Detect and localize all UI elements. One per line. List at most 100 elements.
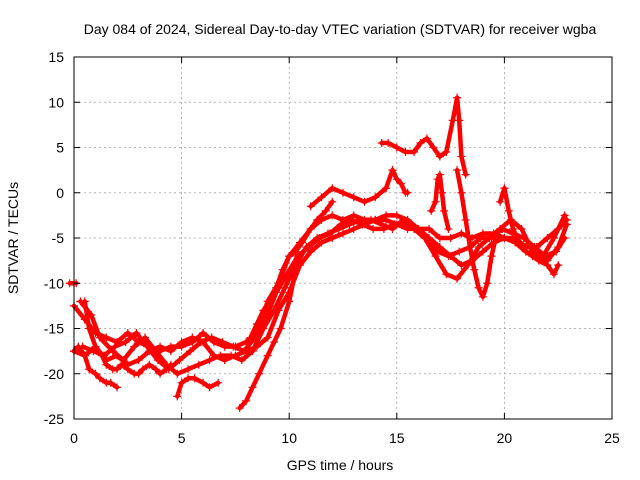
data-point xyxy=(205,383,214,392)
y-tick-label: -5 xyxy=(52,230,65,246)
data-point xyxy=(240,347,249,356)
y-axis-label: SDTVAR / TECUs xyxy=(5,182,21,294)
data-point xyxy=(513,234,522,242)
data-point xyxy=(255,369,264,378)
data-point xyxy=(560,211,569,220)
data-point xyxy=(339,188,347,197)
y-tick-label: 0 xyxy=(56,185,64,201)
data-point xyxy=(444,252,453,261)
data-point xyxy=(347,215,356,224)
data-point xyxy=(483,279,492,288)
data-point xyxy=(321,206,330,215)
data-point xyxy=(429,143,438,152)
series-track-15 xyxy=(496,184,563,279)
data-point xyxy=(509,224,518,233)
data-point xyxy=(491,234,500,242)
series-track-14 xyxy=(453,166,500,301)
y-tick-label: -15 xyxy=(44,321,64,337)
data-point xyxy=(143,342,152,351)
data-point xyxy=(205,356,214,365)
data-point xyxy=(444,224,453,233)
data-point xyxy=(196,338,205,347)
data-point xyxy=(390,220,399,229)
data-point xyxy=(504,206,513,215)
data-point xyxy=(457,229,466,238)
data-point xyxy=(437,188,446,197)
y-tick-label: -25 xyxy=(44,411,64,427)
data-point xyxy=(453,93,462,102)
data-point xyxy=(369,224,378,233)
data-point xyxy=(541,252,550,261)
data-point xyxy=(214,378,223,387)
data-point xyxy=(252,319,261,328)
data-point xyxy=(410,148,419,157)
data-point xyxy=(336,220,345,229)
data-point xyxy=(246,333,255,342)
data-point xyxy=(229,342,238,351)
data-point xyxy=(177,378,186,387)
data-point xyxy=(470,265,479,274)
data-point xyxy=(371,193,380,202)
data-point xyxy=(465,243,474,252)
data-point xyxy=(119,356,128,365)
data-point xyxy=(476,234,485,242)
data-point xyxy=(530,243,539,252)
x-tick-label: 15 xyxy=(389,430,405,446)
data-point xyxy=(435,170,444,179)
data-point xyxy=(207,333,216,342)
data-point xyxy=(121,338,130,347)
series-trace xyxy=(80,217,567,372)
data-point xyxy=(446,234,455,242)
data-point xyxy=(162,365,171,374)
data-point xyxy=(487,252,496,261)
data-point xyxy=(80,297,89,306)
data-point xyxy=(474,243,483,252)
data-point xyxy=(403,188,412,197)
data-point xyxy=(145,360,154,369)
data-point xyxy=(328,211,337,220)
data-point xyxy=(97,351,106,360)
data-point xyxy=(199,329,208,338)
data-point xyxy=(95,374,104,383)
data-point xyxy=(455,247,464,256)
data-point xyxy=(534,256,543,265)
x-tick-label: 25 xyxy=(604,430,620,446)
data-point xyxy=(328,184,337,193)
data-point xyxy=(431,252,440,261)
series-track-6 xyxy=(80,297,175,378)
data-point xyxy=(188,333,197,342)
data-point xyxy=(285,252,294,261)
data-point xyxy=(317,238,326,247)
data-point xyxy=(349,193,358,202)
data-point xyxy=(177,338,186,347)
data-point xyxy=(552,247,561,256)
data-point xyxy=(435,234,444,242)
data-point xyxy=(455,116,464,125)
data-point xyxy=(427,206,436,215)
data-point xyxy=(293,252,302,261)
x-tick-label: 20 xyxy=(497,430,513,446)
data-point xyxy=(285,297,294,306)
series-track-8 xyxy=(235,265,300,413)
data-point xyxy=(500,184,509,193)
data-point xyxy=(166,360,175,369)
data-point xyxy=(440,206,449,215)
data-point xyxy=(166,347,175,356)
data-point xyxy=(461,215,470,224)
data-point xyxy=(272,283,281,292)
data-point xyxy=(106,378,115,387)
data-point xyxy=(328,234,337,242)
x-tick-label: 10 xyxy=(281,430,297,446)
data-point xyxy=(113,365,122,374)
data-point xyxy=(173,392,182,401)
axis-ticks: 0 5 10 15 20 25 -25 -20 -15 -10 -5 0 5 10 15 xyxy=(44,49,620,446)
data-point xyxy=(242,396,251,405)
data-point xyxy=(85,365,94,374)
data-point xyxy=(153,356,162,365)
data-point xyxy=(306,202,315,211)
data-point xyxy=(498,224,507,233)
data-point xyxy=(123,365,132,374)
data-point xyxy=(382,215,391,224)
data-point xyxy=(283,270,292,279)
